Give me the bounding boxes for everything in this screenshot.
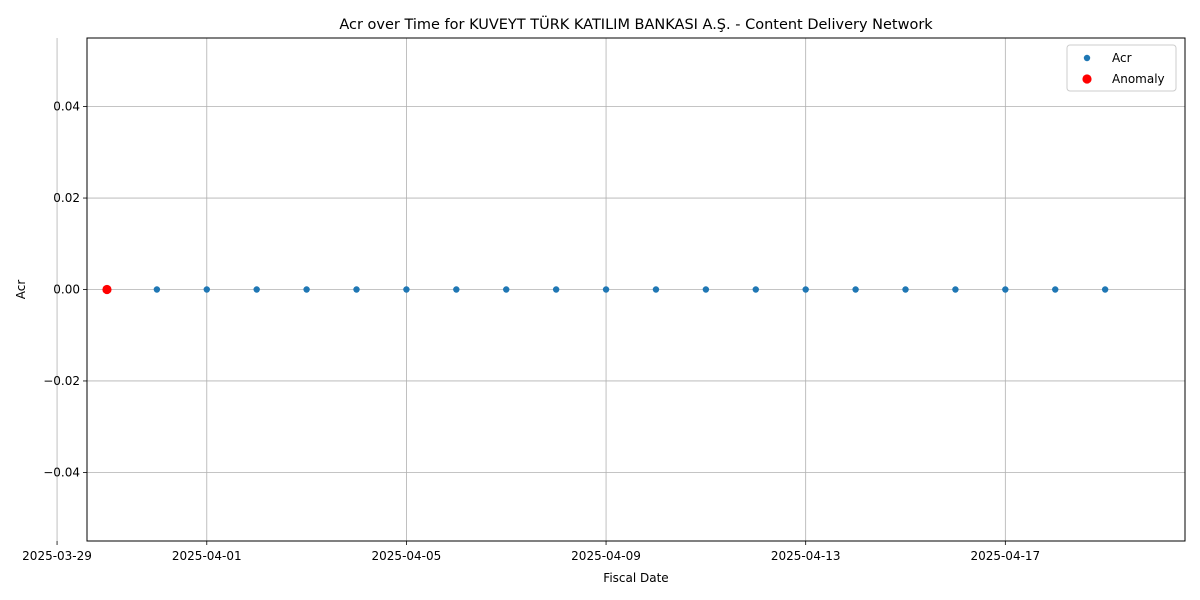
x-tick-label: 2025-03-29 [22, 549, 92, 563]
x-tick-label: 2025-04-09 [571, 549, 641, 563]
y-axis: −0.04 −0.02 0.00 0.02 0.04 [43, 100, 87, 479]
acr-point [652, 286, 660, 293]
acr-point [702, 286, 710, 293]
acr-point [552, 286, 560, 293]
acr-point [602, 286, 610, 293]
acr-point [203, 286, 210, 293]
acr-point [1052, 286, 1059, 293]
y-tick-label: 0.02 [53, 191, 80, 205]
acr-point [752, 286, 759, 293]
legend: Acr Anomaly [1066, 44, 1177, 92]
acr-point [503, 286, 510, 293]
legend-marker-anomaly [1082, 74, 1092, 84]
acr-point [403, 286, 410, 293]
x-axis-label: Fiscal Date [603, 571, 668, 585]
acr-point [303, 286, 310, 293]
legend-marker-acr [1083, 54, 1091, 62]
points [102, 284, 1109, 295]
anomaly-point [102, 284, 112, 295]
legend-label-acr: Acr [1112, 51, 1132, 65]
y-tick-label: −0.02 [43, 374, 80, 388]
acr-point [902, 286, 909, 293]
grid [56, 38, 1185, 541]
x-tick-label: 2025-04-17 [970, 549, 1040, 563]
y-tick-label: 0.04 [53, 100, 80, 114]
x-tick-label: 2025-04-05 [372, 549, 442, 563]
x-axis: 2025-03-29 2025-04-01 2025-04-05 2025-04-09… [22, 541, 1040, 563]
acr-point [952, 286, 959, 293]
legend-box [1066, 44, 1177, 92]
acr-point [802, 286, 809, 293]
acr-point [253, 286, 260, 293]
y-axis-label: Acr [14, 280, 28, 300]
acr-point [1101, 286, 1109, 293]
y-tick-label: −0.04 [43, 465, 80, 479]
chart-title: Acr over Time for KUVEYT TÜRK KATILIM BA… [339, 15, 933, 33]
x-tick-label: 2025-04-13 [771, 549, 841, 563]
acr-point [353, 286, 360, 293]
acr-point [153, 286, 161, 293]
y-tick-label: 0.00 [53, 283, 80, 297]
acr-point [1002, 286, 1009, 293]
acr-point [852, 286, 859, 293]
acr-point [453, 286, 460, 293]
x-tick-label: 2025-04-01 [172, 549, 242, 563]
legend-label-anomaly: Anomaly [1112, 72, 1165, 86]
